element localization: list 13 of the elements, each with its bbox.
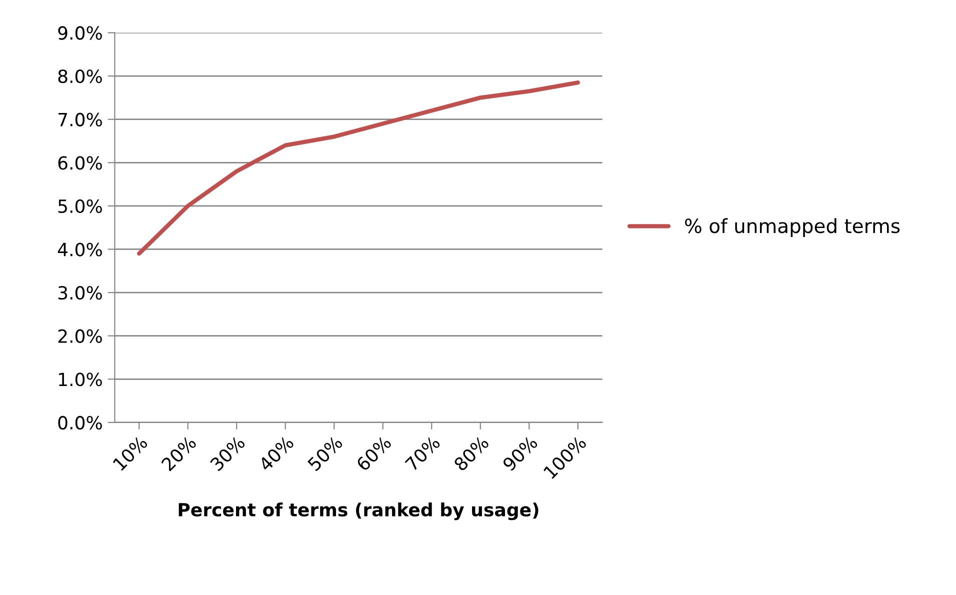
y-tick-label: 8.0% <box>58 69 102 84</box>
x-axis-title: Percent of terms (ranked by usage) <box>178 502 538 520</box>
y-tick-label: 1.0% <box>59 372 102 386</box>
y-tick-label: 9.0% <box>58 26 102 40</box>
y-tick-label: 6.0% <box>58 156 102 170</box>
y-tick-label: 0.0% <box>58 416 102 430</box>
legend-label: % of unmapped terms <box>685 218 900 237</box>
y-tick-label: 4.0% <box>58 242 102 256</box>
y-tick-label: 2.0% <box>58 329 102 343</box>
y-tick-label: 7.0% <box>58 112 102 126</box>
y-tick-label: 3.0% <box>58 286 102 300</box>
y-tick-label: 5.0% <box>58 199 102 214</box>
line-series <box>137 80 580 256</box>
